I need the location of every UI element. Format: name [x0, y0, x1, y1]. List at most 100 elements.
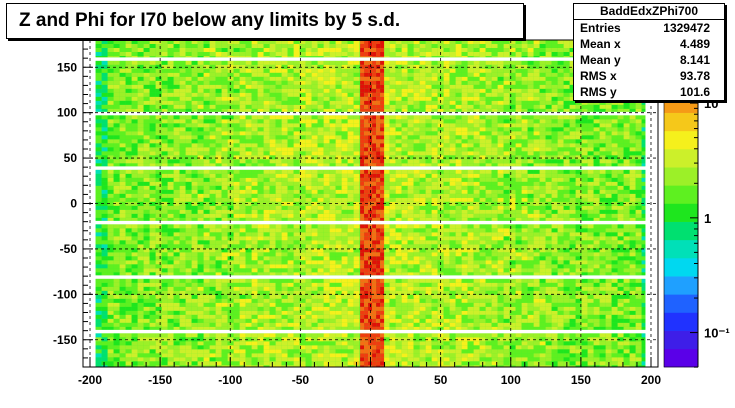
heatmap-cell — [299, 357, 306, 362]
heatmap-cell — [635, 361, 642, 366]
heatmap-cell — [185, 224, 192, 229]
heatmap-cell — [209, 341, 216, 346]
heatmap-cell — [599, 341, 606, 346]
heatmap-cell — [185, 349, 192, 354]
heatmap-cell — [557, 349, 564, 354]
heatmap-cell — [395, 268, 402, 273]
heatmap-cell — [467, 205, 474, 210]
heatmap-cell — [635, 286, 642, 291]
heatmap-cell — [101, 197, 108, 202]
heatmap-cell — [389, 217, 396, 221]
heatmap-cell — [455, 314, 462, 319]
heatmap-cell — [173, 127, 180, 132]
heatmap-cell — [449, 322, 456, 327]
heatmap-cell — [629, 357, 636, 362]
heatmap-cell — [491, 193, 498, 198]
heatmap-cell — [101, 232, 108, 237]
heatmap-cell — [179, 236, 186, 241]
heatmap-cell — [491, 197, 498, 202]
heatmap-cell — [179, 256, 186, 261]
heatmap-cell — [419, 272, 426, 276]
heatmap-cell — [599, 236, 606, 241]
heatmap-cell — [209, 286, 216, 291]
heatmap-cell — [485, 310, 492, 315]
heatmap-cell — [185, 333, 192, 338]
heatmap-cell — [485, 337, 492, 342]
heatmap-cell — [227, 349, 234, 354]
heatmap-cell — [119, 135, 126, 140]
heatmap-cell — [425, 365, 432, 367]
heatmap-cell — [509, 290, 516, 295]
heatmap-cell — [281, 173, 288, 178]
heatmap-cell — [335, 256, 342, 261]
heatmap-cell — [197, 177, 204, 182]
heatmap-cell — [587, 189, 594, 194]
heatmap-cell — [95, 252, 102, 257]
heatmap-cell — [221, 326, 228, 330]
heatmap-cell — [347, 236, 354, 241]
heatmap-cell — [179, 278, 186, 283]
heatmap-cell — [605, 278, 612, 283]
heatmap-cell — [149, 135, 156, 140]
heatmap-cell — [233, 244, 240, 249]
hot-stripe-cell — [380, 264, 385, 269]
heatmap-cell — [485, 244, 492, 249]
heatmap-cell — [539, 119, 546, 124]
heatmap-cell — [509, 294, 516, 299]
heatmap-cell — [515, 181, 522, 186]
heatmap-cell — [149, 361, 156, 366]
heatmap-cell — [497, 310, 504, 315]
heatmap-cell — [137, 135, 144, 140]
heatmap-cell — [323, 135, 330, 140]
heatmap-cell — [467, 173, 474, 178]
heatmap-cell — [383, 240, 390, 245]
heatmap-cell — [203, 310, 210, 315]
heatmap-cell — [491, 337, 498, 342]
heatmap-cell — [623, 333, 630, 338]
heatmap-cell — [185, 236, 192, 241]
heatmap-cell — [191, 127, 198, 132]
hot-stripe-cell — [360, 189, 365, 194]
hot-stripe-cell — [372, 209, 377, 214]
hot-stripe-cell — [376, 353, 381, 358]
heatmap-cell — [119, 205, 126, 210]
heatmap-cell — [521, 240, 528, 245]
heatmap-cell — [503, 252, 510, 257]
heatmap-cell — [227, 173, 234, 178]
heatmap-cell — [431, 185, 438, 190]
heatmap-cell — [617, 252, 624, 257]
heatmap-cell — [221, 365, 228, 367]
heatmap-cell — [299, 286, 306, 291]
heatmap-cell — [173, 294, 180, 299]
heatmap-cell — [257, 127, 264, 132]
heatmap-cell — [275, 282, 282, 287]
heatmap-cell — [167, 224, 174, 229]
heatmap-cell — [509, 286, 516, 291]
heatmap-cell — [317, 278, 324, 283]
heatmap-cell — [413, 341, 420, 346]
heatmap-cell — [299, 189, 306, 194]
heatmap-cell — [557, 119, 564, 124]
heatmap-cell — [569, 357, 576, 362]
heatmap-cell — [641, 189, 646, 194]
heatmap-cell — [281, 290, 288, 295]
hot-stripe-cell — [372, 240, 377, 245]
heatmap-cell — [335, 228, 342, 233]
heatmap-cell — [383, 345, 390, 350]
heatmap-cell — [221, 337, 228, 342]
heatmap-cell — [233, 173, 240, 178]
heatmap-cell — [575, 127, 582, 132]
heatmap-cell — [419, 205, 426, 210]
heatmap-cell — [383, 333, 390, 338]
heatmap-cell — [95, 169, 102, 174]
heatmap-cell — [197, 326, 204, 330]
heatmap-cell — [605, 345, 612, 350]
heatmap-cell — [155, 314, 162, 319]
heatmap-cell — [209, 181, 216, 186]
heatmap-cell — [611, 333, 618, 338]
heatmap-cell — [557, 244, 564, 249]
heatmap-cell — [389, 181, 396, 186]
heatmap-cell — [413, 286, 420, 291]
heatmap-cell — [341, 119, 348, 124]
heatmap-cell — [203, 173, 210, 178]
